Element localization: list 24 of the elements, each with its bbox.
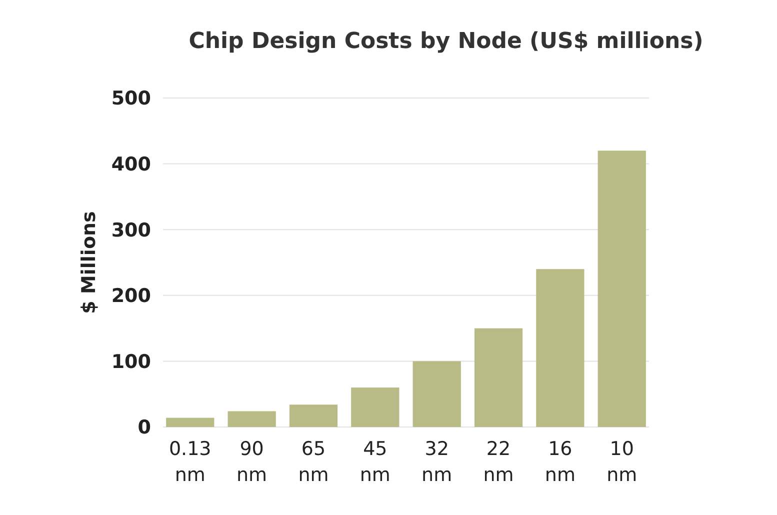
x-tick-label: 0.13 nm (168, 438, 212, 486)
bar (598, 150, 646, 427)
x-tick-label: 10 nm (606, 438, 638, 486)
bar (412, 361, 461, 427)
x-tick-label: 16 nm (544, 438, 576, 486)
bar (474, 328, 523, 427)
y-tick-label: 500 (111, 88, 151, 110)
bar (536, 269, 584, 427)
x-tick-label: 90 nm (236, 438, 268, 486)
bar (228, 411, 276, 427)
chart-title: Chip Design Costs by Node (US$ millions) (188, 29, 704, 54)
x-tick-label: 45 nm (360, 438, 390, 486)
x-tick-label: 22 nm (483, 438, 514, 486)
x-tick-label: 65 nm (298, 438, 329, 486)
bar (351, 388, 400, 427)
x-tick-label: 32 nm (422, 438, 452, 486)
bar (166, 418, 214, 427)
y-axis-title: $ Millions (78, 211, 100, 314)
y-tick-label: 200 (111, 285, 151, 308)
y-tick-label: 400 (111, 153, 151, 176)
y-tick-label: 100 (111, 350, 151, 373)
y-tick-label: 300 (111, 219, 151, 242)
y-tick-label: 0 (138, 416, 151, 439)
bar (289, 404, 338, 427)
